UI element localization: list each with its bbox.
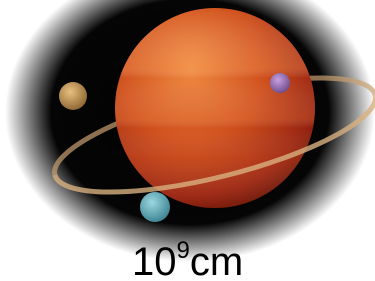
caption-base: 10 xyxy=(132,240,177,281)
moon xyxy=(140,192,170,222)
caption-unit: cm xyxy=(190,240,243,281)
caption: 109cm xyxy=(132,237,243,281)
moon xyxy=(59,82,87,110)
caption-exponent: 9 xyxy=(177,237,190,264)
scene: 109cm xyxy=(0,0,375,281)
moon xyxy=(270,73,290,93)
